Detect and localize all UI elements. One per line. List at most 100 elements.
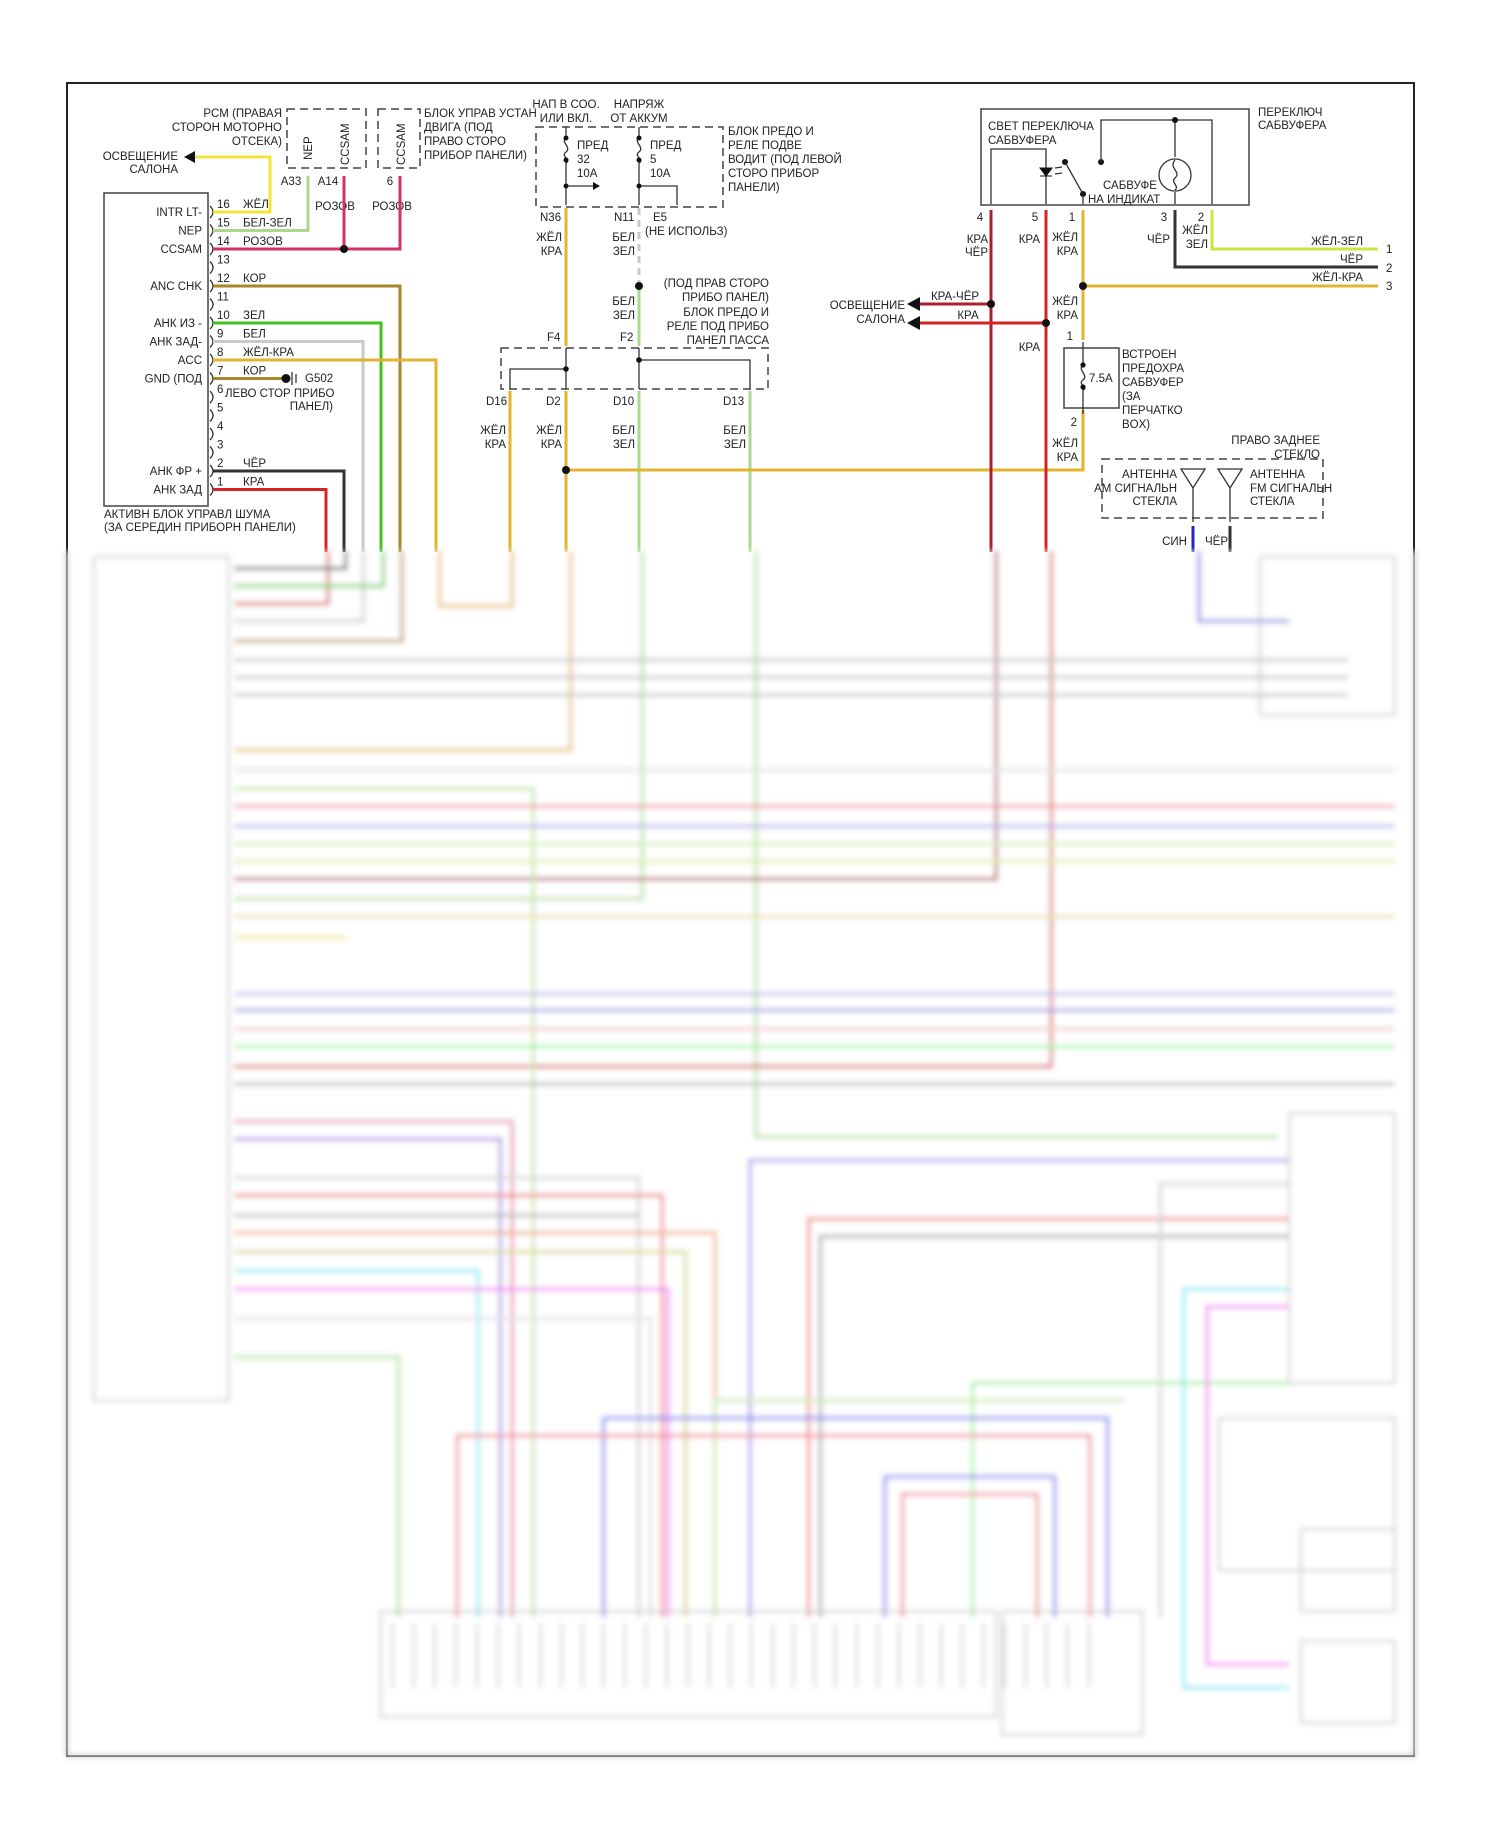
pcm-pin-ccsam: CCSAM [340, 123, 352, 165]
fuse-block-label: ПАНЕЛ ПАССА [687, 335, 770, 347]
switch-indicator-label: НА ИНДИКАТ [1088, 194, 1160, 206]
interior-light-label: САЛОНА [130, 164, 179, 176]
pin-label: CCSAM [160, 244, 202, 256]
pin-label: ANC CHK [150, 281, 202, 293]
blurred-lower-diagram [64, 550, 1419, 1759]
pass-fuse-block: (ПОД ПРАВ СТОРО ПРИБО ПАНЕЛ) БЛОК ПРЕДО … [480, 278, 769, 451]
wire-label: ЗЕЛ [724, 439, 746, 451]
fuse-label: ПРЕД [577, 140, 609, 152]
wire-red [213, 488, 328, 552]
wire-brown [213, 284, 402, 552]
wire-red-black [920, 210, 993, 552]
pin-label: E5 [653, 212, 667, 224]
pin-label: АНК ИЗ - [154, 318, 202, 330]
wire [234, 1287, 670, 1618]
interior-light-label: САЛОНА [857, 314, 906, 326]
switch-contact-icon [1064, 161, 1084, 204]
pin-connector-icon [209, 224, 214, 237]
pin-label: АНК ФР + [150, 466, 202, 478]
pin-label: АНК ЗАД- [150, 337, 203, 349]
pin-label: D16 [486, 396, 507, 408]
antenna-fm-label: FM СИГНАЛЬН [1250, 483, 1332, 495]
ecm: БЛОК УПРАВ УСТАН ДВИГА (ПОД ПРАВО СТОРО … [372, 108, 537, 213]
pcm-label: ОТСЕКА) [232, 136, 282, 148]
pin-connector-icon [209, 390, 214, 404]
wire [234, 550, 348, 571]
arrow-left-icon [184, 151, 195, 163]
wire [234, 786, 536, 1618]
pin-label: INTR LT- [156, 207, 202, 219]
pin-label: 3 [1161, 212, 1167, 224]
pin-label: 1 [1067, 331, 1073, 343]
wire-label: КОР [243, 273, 267, 285]
left-wires [195, 155, 438, 552]
wire [748, 1158, 1290, 1618]
wire-label: БЕЛ [243, 329, 266, 341]
led-icon [1039, 167, 1053, 177]
wire-label: ЗЕЛ [613, 310, 635, 322]
right-wires: ОСВЕЩЕНИЕ САЛОНА КРА-ЧЁР КРА [830, 210, 1378, 552]
interior-light-label: ОСВЕЩЕНИЕ [103, 151, 179, 163]
wire-label: КРА [541, 246, 563, 258]
wire-label: ЧЁР [1340, 254, 1363, 266]
feed-batt-label: ОТ АККУМ [610, 113, 667, 125]
wire-label: КРА [1057, 310, 1079, 322]
pin-number: 11 [217, 292, 229, 304]
fuse-block-label: (ПОД ПРАВ СТОРО [664, 278, 769, 290]
wire-label: ЖЁЛ [536, 425, 562, 437]
wire-label: БЕЛ [723, 425, 746, 437]
pin-label: 5 [1032, 212, 1038, 224]
wire [437, 550, 514, 608]
wire-label: ЧЁР [243, 458, 266, 470]
fuse-block-label: ПРИБО ПАНЕЛ) [682, 292, 769, 304]
pin-label: D2 [546, 396, 561, 408]
pin-number: 3 [217, 440, 223, 452]
pin-number: 9 [217, 329, 223, 341]
wire-label: ЖЁЛ [243, 199, 269, 211]
pin-connector-icon [209, 409, 214, 422]
wire-black [213, 469, 346, 552]
pin-number: 2 [217, 458, 223, 470]
wire [818, 1234, 1290, 1618]
ground-location: ПАНЕЛ) [290, 401, 333, 413]
pin-connector-icon [209, 446, 214, 459]
fuse-block-label: БЛОК ПРЕДО И [728, 126, 814, 138]
fuse-block-label: БЛОК ПРЕДО И [683, 307, 769, 319]
fuse-block-label: ПАНЕЛИ) [728, 182, 780, 194]
wire-label: БЕЛ-ЗЕЛ [243, 218, 292, 230]
pin-number: 7 [217, 366, 223, 378]
pin-label: NEP [178, 226, 202, 238]
antenna-location: ПРАВО ЗАДНЕЕ [1231, 435, 1320, 447]
wire-pink [213, 176, 402, 251]
fuse-rating: 10A [650, 168, 671, 180]
wire-label: РОЗОВ [315, 201, 355, 213]
wire-label: ЖЁЛ [1052, 232, 1078, 244]
pcm-pin-a33: A33 [281, 176, 301, 188]
wire [234, 1355, 401, 1618]
wire-label: ЖЁЛ-КРА [243, 347, 294, 359]
wire [234, 550, 573, 752]
wire-label: КРА [243, 477, 265, 489]
pin-connector-icon [209, 316, 214, 330]
wire-label: БЕЛ [612, 232, 635, 244]
wire [234, 550, 645, 901]
wire [1181, 1287, 1290, 1690]
wire-label: ЖЁЛ [1182, 225, 1208, 237]
pin-label: 2 [1198, 212, 1204, 224]
center-wires [508, 208, 1085, 552]
wire [1158, 1181, 1290, 1618]
pin-number: 1 [217, 477, 223, 489]
fuse-block-label: РЕЛЕ ПОД ПРИБО [667, 321, 769, 333]
antenna-am-label: АМ СИГНАЛЬН [1094, 483, 1177, 495]
wire-red [920, 210, 1048, 552]
subwoofer-switch: СВЕТ ПЕРЕКЛЮЧА САБВУФЕРА ПЕРЕКЛЮЧ САБВУФ… [965, 107, 1392, 293]
pcm: PCM (ПРАВАЯ СТОРОН МОТОРНО ОТСЕКА) NEP C… [172, 108, 367, 213]
wire [234, 550, 1054, 1069]
wire [1205, 1305, 1290, 1666]
wire [455, 1433, 1092, 1618]
fuse-number: 5 [650, 154, 656, 166]
feed-ign-label: ИЛИ ВКЛ. [540, 113, 592, 125]
wire-label: РОЗОВ [243, 236, 283, 248]
